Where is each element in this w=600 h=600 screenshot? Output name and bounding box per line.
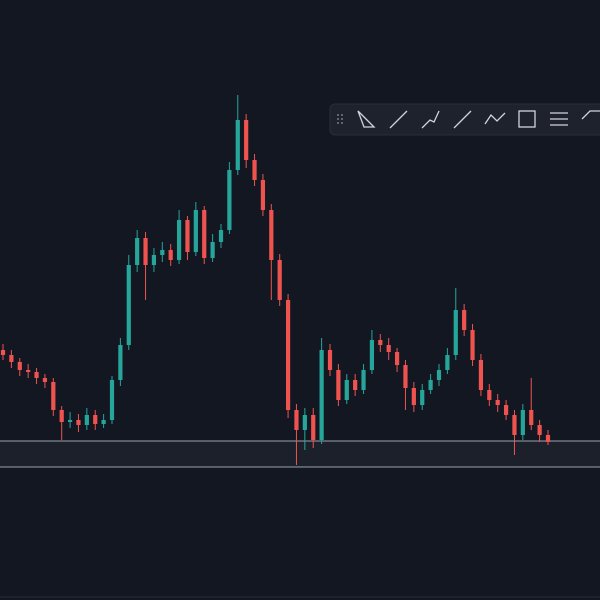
candle-body bbox=[168, 250, 173, 260]
candle-body bbox=[462, 310, 467, 330]
extended-line-tool[interactable] bbox=[453, 110, 472, 129]
parallel-channel-tool[interactable] bbox=[550, 112, 568, 126]
candle-body bbox=[453, 310, 458, 355]
candle-body bbox=[51, 382, 56, 410]
candle-body bbox=[218, 230, 224, 242]
candle-body bbox=[135, 238, 140, 265]
candle-body bbox=[151, 255, 157, 265]
ellipse-tool[interactable] bbox=[581, 110, 600, 120]
candle-body bbox=[67, 420, 73, 422]
candle-body bbox=[260, 180, 266, 210]
candle-body bbox=[235, 120, 240, 170]
candle-body bbox=[436, 370, 442, 380]
ray-tool[interactable] bbox=[421, 110, 440, 129]
candle-body bbox=[76, 420, 81, 425]
candle-body bbox=[210, 242, 215, 258]
triangle-tool[interactable] bbox=[357, 110, 376, 128]
level-band bbox=[0, 441, 600, 467]
candle-body bbox=[386, 345, 391, 352]
candle-body bbox=[17, 362, 22, 370]
candle-body bbox=[428, 380, 433, 390]
drawing-toolbar bbox=[329, 103, 600, 136]
candle-body bbox=[0, 350, 6, 355]
candle-body bbox=[227, 170, 232, 230]
candle-body bbox=[185, 220, 190, 252]
candle-body bbox=[93, 415, 98, 424]
candle-body bbox=[545, 435, 551, 442]
candle-body bbox=[294, 410, 299, 430]
candle-body bbox=[378, 340, 383, 345]
candle-body bbox=[445, 355, 450, 370]
candle-body bbox=[512, 415, 517, 435]
candle-body bbox=[537, 425, 542, 435]
candle-body bbox=[118, 345, 123, 380]
candle-body bbox=[244, 120, 249, 160]
rectangle-tool[interactable] bbox=[518, 110, 536, 128]
candle-body bbox=[495, 400, 500, 405]
candle-body bbox=[503, 405, 509, 415]
candle-body bbox=[126, 265, 131, 345]
candle-body bbox=[311, 415, 316, 440]
candle-body bbox=[361, 370, 366, 390]
candle-body bbox=[26, 370, 31, 372]
candle-body bbox=[193, 210, 198, 252]
candle-body bbox=[269, 210, 274, 260]
candle-body bbox=[101, 420, 106, 424]
candle-body bbox=[34, 372, 39, 378]
candle-body bbox=[202, 210, 207, 258]
candle-body bbox=[327, 350, 333, 370]
candle-body bbox=[319, 350, 324, 440]
candle-body bbox=[109, 380, 115, 420]
candle-body bbox=[285, 300, 291, 410]
candle-body bbox=[84, 415, 89, 425]
candle-body bbox=[394, 352, 400, 365]
candle-body bbox=[470, 330, 475, 360]
candle-body bbox=[369, 340, 375, 370]
candle-body bbox=[353, 380, 358, 390]
candle-body bbox=[336, 370, 341, 400]
candle-body bbox=[344, 380, 349, 400]
candle-body bbox=[176, 220, 182, 260]
candle-body bbox=[9, 355, 14, 362]
drag-handle[interactable] bbox=[337, 114, 343, 124]
candle-body bbox=[160, 250, 165, 255]
candle-body bbox=[487, 390, 492, 400]
candle-body bbox=[252, 160, 257, 180]
candle-body bbox=[520, 410, 525, 435]
trend-line-tool[interactable] bbox=[389, 110, 408, 129]
candle-body bbox=[59, 410, 64, 422]
candle-body bbox=[529, 410, 534, 425]
candle-body bbox=[411, 388, 416, 405]
path-tool[interactable] bbox=[484, 112, 506, 125]
candle-body bbox=[302, 415, 307, 430]
candle-body bbox=[143, 238, 148, 265]
candle-body bbox=[478, 360, 484, 390]
candle-body bbox=[277, 260, 282, 300]
candle-body bbox=[42, 378, 48, 382]
candle-body bbox=[403, 365, 408, 388]
plot-area bbox=[0, 95, 600, 468]
candle-body bbox=[420, 390, 425, 405]
